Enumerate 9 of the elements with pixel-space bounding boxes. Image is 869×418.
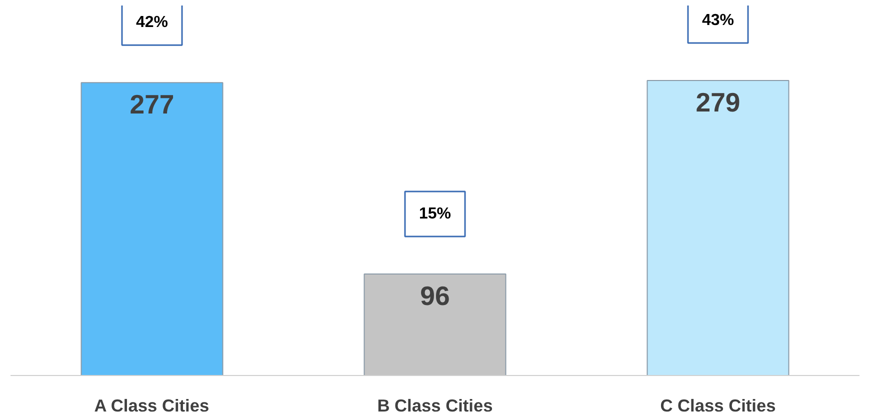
x-tick-label: B Class Cities bbox=[377, 396, 493, 416]
x-tick-label: A Class Cities bbox=[94, 396, 210, 416]
x-tick-label: C Class Cities bbox=[660, 396, 776, 416]
text: 43% bbox=[702, 12, 734, 30]
data-label: 96 bbox=[420, 281, 450, 312]
text: 42% bbox=[136, 14, 168, 32]
annotation: 15% bbox=[418, 206, 452, 223]
data-label: 277 bbox=[130, 90, 174, 120]
data-label: 279 bbox=[696, 88, 740, 118]
